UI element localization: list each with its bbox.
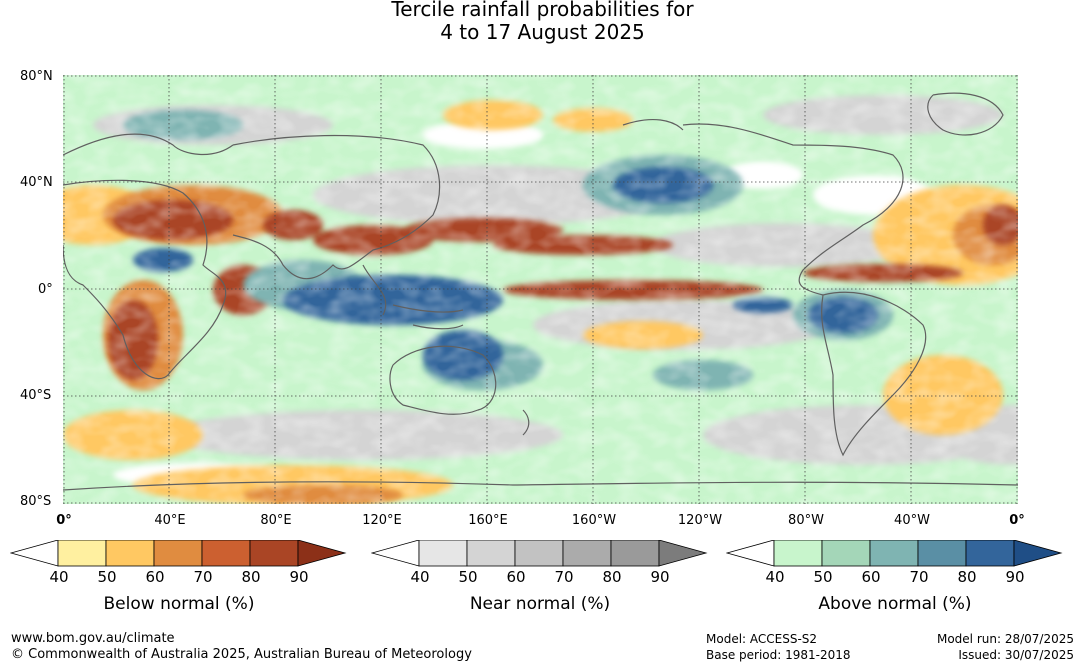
lat-label-40s: 40°S <box>20 388 52 403</box>
copyright-text: © Commonwealth of Australia 2025, Austra… <box>11 647 472 662</box>
colorbar-over-arrow <box>1013 540 1063 567</box>
model-name: Model: ACCESS-S2 <box>706 632 818 646</box>
colorbar-segment <box>153 540 203 567</box>
colorbar-segment <box>105 540 155 567</box>
below-normal-caption: Below normal (%) <box>103 594 255 614</box>
colorbar-segment <box>57 540 107 567</box>
colorbar-under-arrow <box>371 540 420 567</box>
near-normal-colorbar <box>371 540 708 567</box>
colorbar-under-arrow <box>10 540 59 567</box>
below-normal-colorbar <box>10 540 347 567</box>
colorbar-segment <box>466 540 516 567</box>
base-period: Base period: 1981-2018 <box>706 648 851 662</box>
website-link[interactable]: www.bom.gov.au/climate <box>11 631 175 646</box>
lon-label-160e: 160°E <box>468 513 508 528</box>
lon-label-120w: 120°W <box>677 513 723 528</box>
below-tick-50: 50 <box>97 568 117 586</box>
below-tick-40: 40 <box>49 568 69 586</box>
near-tick-50: 50 <box>458 568 478 586</box>
above-tick-90: 90 <box>1005 568 1025 586</box>
near-tick-90: 90 <box>650 568 670 586</box>
lon-label-40w: 40°W <box>894 513 930 528</box>
rainfall-probability-map <box>63 75 1018 504</box>
near-tick-60: 60 <box>506 568 526 586</box>
lon-label-0-east: 0° <box>1009 513 1025 528</box>
colorbar-segment <box>201 540 251 567</box>
colorbar-segment <box>610 540 660 567</box>
issued-date: Issued: 30/07/2025 <box>958 648 1074 662</box>
below-tick-60: 60 <box>145 568 165 586</box>
near-tick-70: 70 <box>554 568 574 586</box>
near-normal-caption: Near normal (%) <box>469 594 611 614</box>
below-tick-80: 80 <box>241 568 261 586</box>
map-title-line2: 4 to 17 August 2025 <box>440 20 645 44</box>
above-tick-40: 40 <box>765 568 785 586</box>
colorbar-segment <box>249 540 299 567</box>
lat-label-equator: 0° <box>38 282 53 297</box>
colorbar-over-arrow <box>658 540 708 567</box>
lat-label-80n: 80°N <box>20 69 53 84</box>
above-tick-80: 80 <box>957 568 977 586</box>
colorbar-segment <box>773 540 823 567</box>
lon-label-120e: 120°E <box>362 513 402 528</box>
lon-label-0: 0° <box>56 513 72 528</box>
below-tick-70: 70 <box>193 568 213 586</box>
colorbar-over-arrow <box>297 540 347 567</box>
model-run-date: Model run: 28/07/2025 <box>936 632 1074 646</box>
lon-label-80w: 80°W <box>788 513 824 528</box>
near-tick-40: 40 <box>410 568 430 586</box>
lat-label-40n: 40°N <box>20 175 53 190</box>
colorbar-segment <box>917 540 967 567</box>
lon-label-80e: 80°E <box>260 513 292 528</box>
colorbar-under-arrow <box>726 540 775 567</box>
above-tick-50: 50 <box>813 568 833 586</box>
lon-label-40e: 40°E <box>154 513 186 528</box>
colorbar-segment <box>514 540 564 567</box>
above-tick-60: 60 <box>861 568 881 586</box>
map-title-line1: Tercile rainfall probabilities for <box>391 0 694 21</box>
colorbar-segment <box>418 540 468 567</box>
colorbar-segment <box>965 540 1015 567</box>
colorbar-segment <box>821 540 871 567</box>
above-normal-colorbar <box>726 540 1063 567</box>
above-normal-caption: Above normal (%) <box>818 594 972 614</box>
near-tick-80: 80 <box>602 568 622 586</box>
lat-label-80s: 80°S <box>20 494 52 509</box>
above-tick-70: 70 <box>909 568 929 586</box>
colorbar-segment <box>562 540 612 567</box>
colorbar-segment <box>869 540 919 567</box>
below-tick-90: 90 <box>289 568 309 586</box>
lon-label-160w: 160°W <box>571 513 617 528</box>
